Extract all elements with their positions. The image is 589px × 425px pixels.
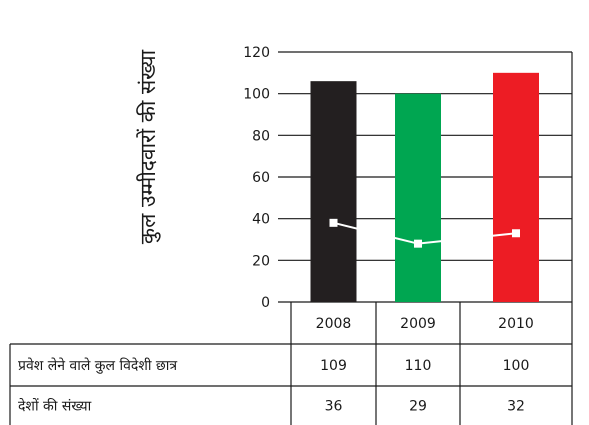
table-row-label: प्रवेश लेने वाले कुल विदेशी छात्र: [18, 357, 177, 374]
y-axis-label: कुल उम्मीदवारों की संख्या: [136, 49, 161, 244]
category-label: 2009: [400, 316, 436, 332]
bars: [310, 72, 539, 303]
table-cell: 109: [320, 358, 347, 374]
table-cell: 110: [405, 358, 432, 374]
y-tick-label: 60: [252, 170, 270, 186]
line-point-2008: [329, 218, 338, 227]
y-tick-label: 100: [243, 87, 270, 103]
category-label: 2008: [316, 316, 352, 332]
category-label: 2010: [498, 316, 534, 332]
line-series: [329, 218, 520, 248]
y-tick-label: 80: [252, 128, 270, 144]
data-table: 2008 2009 2010 प्रवेश लेने वाले कुल विदेशी …: [9, 302, 573, 425]
y-tick-label: 40: [252, 212, 270, 228]
y-tick-label: 0: [261, 295, 270, 311]
y-tick-label: 20: [252, 253, 270, 269]
table-cell: 29: [409, 399, 427, 415]
line-point-2010: [512, 229, 520, 238]
bar-2010: [493, 72, 539, 302]
y-tick-label: 120: [243, 45, 270, 61]
table-cell: 36: [325, 399, 343, 415]
y-axis: 0 20 40 60 80 100 120: [243, 45, 270, 311]
bar-2008: [310, 81, 357, 303]
line-point-2009: [414, 239, 422, 248]
bar-2009: [395, 93, 441, 303]
table-row-label: देशों की संख्या: [18, 398, 92, 415]
table-cell: 32: [507, 399, 525, 415]
table-cell: 100: [503, 358, 530, 374]
